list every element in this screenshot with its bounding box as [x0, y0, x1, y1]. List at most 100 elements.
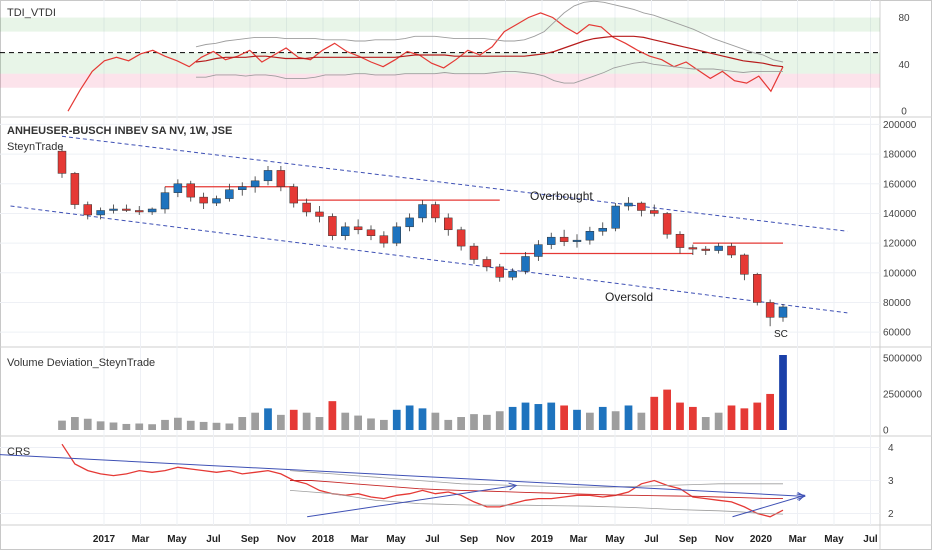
- tdi-ytick-label: 0: [901, 107, 907, 118]
- volume-bar: [405, 405, 414, 430]
- volume-bar: [470, 414, 478, 430]
- volume-bar: [148, 424, 156, 430]
- candle-body: [135, 210, 144, 213]
- volume-bar: [264, 408, 272, 430]
- price-ytick-label: 180000: [883, 150, 917, 161]
- tdi-series-line: [195, 0, 784, 63]
- candle-body: [637, 202, 646, 211]
- candle-body: [444, 217, 453, 231]
- candle-body: [482, 259, 492, 268]
- candle-body: [263, 170, 273, 182]
- tdi-ytick-label: 40: [898, 60, 910, 71]
- candle-body: [379, 235, 389, 244]
- candle-body: [418, 204, 427, 219]
- volume-bar: [753, 402, 762, 430]
- volume-bar: [766, 393, 774, 430]
- volume-bar: [663, 389, 671, 430]
- candle-body: [315, 211, 324, 217]
- tdi-series-line: [67, 12, 784, 112]
- tdi-upper-zone: [0, 17, 880, 32]
- price-panel: 200000 180000 160000 140000 120000 100000 8000…: [0, 120, 917, 339]
- x-axis-label: Sep: [241, 534, 259, 545]
- channel-lower-line: [10, 205, 848, 314]
- volume-bar: [547, 402, 556, 430]
- crs-ytick-label: 4: [888, 443, 894, 454]
- volume-bar: [611, 411, 620, 430]
- tdi-ytick-label: 80: [898, 13, 910, 24]
- volume-bar: [174, 417, 182, 430]
- candle-body: [701, 248, 710, 251]
- candle-body: [328, 216, 337, 236]
- volume-panel-title: Volume Deviation_SteynTrade: [7, 357, 156, 369]
- candle-body: [353, 226, 363, 231]
- volume-bar: [212, 422, 221, 430]
- candle-body: [714, 245, 723, 251]
- candle-body: [341, 226, 350, 236]
- volume-bar: [289, 409, 298, 430]
- volume-bar: [560, 405, 568, 430]
- x-axis-label: Jul: [644, 534, 659, 545]
- tdi-series-line: [195, 35, 784, 68]
- volume-bar: [109, 422, 118, 430]
- price-ytick-label: 200000: [883, 120, 917, 131]
- x-axis-label: Nov: [496, 534, 515, 545]
- candle-body: [534, 244, 543, 257]
- candle-body: [392, 226, 401, 244]
- candle-body: [469, 245, 479, 260]
- volume-bar: [598, 406, 607, 430]
- candle-body: [96, 210, 105, 216]
- crs-panel: 4 3 2: [0, 443, 894, 520]
- tdi-panel: 80 40 0: [0, 0, 910, 118]
- sc-label: SC: [774, 329, 788, 340]
- candle-body: [212, 198, 221, 204]
- price-ytick-label: 80000: [883, 298, 911, 309]
- trendline-arrowhead: [797, 492, 806, 500]
- candle-body: [727, 245, 736, 256]
- volume-bar: [328, 401, 337, 430]
- x-axis-label: 2019: [531, 534, 554, 545]
- volume-bar: [367, 418, 375, 430]
- tdi-lower-zone: [0, 73, 880, 88]
- volume-bar: [714, 412, 723, 430]
- price-ytick-label: 140000: [883, 209, 917, 220]
- volume-bar: [58, 420, 66, 430]
- candle-body: [57, 150, 67, 174]
- candle-body: [611, 205, 620, 229]
- x-axis-label: Jul: [425, 534, 440, 545]
- crs-series-line: [289, 490, 784, 515]
- candle-body: [366, 229, 376, 236]
- volume-bar: [637, 412, 646, 430]
- candle-body: [186, 183, 195, 198]
- volume-bar: [444, 419, 453, 430]
- price-ytick-label: 120000: [883, 239, 917, 250]
- volume-bar: [122, 423, 131, 430]
- volume-bar: [341, 412, 350, 430]
- volume-bar: [354, 415, 362, 430]
- x-axis-label: Mar: [132, 534, 150, 545]
- x-axis-label: Jul: [863, 534, 878, 545]
- overbought-label: Overbought: [530, 189, 593, 203]
- candle-body: [598, 228, 607, 232]
- x-axis-label: Sep: [460, 534, 478, 545]
- volume-bar: [586, 412, 594, 430]
- candle-body: [83, 204, 92, 216]
- x-axis-label: Sep: [679, 534, 697, 545]
- candle-body: [572, 239, 582, 242]
- price-ytick-label: 60000: [883, 328, 911, 339]
- trendline-arrowhead: [796, 493, 806, 502]
- candle-body: [753, 274, 762, 303]
- volume-bar: [315, 417, 324, 430]
- oversold-label: Oversold: [605, 290, 654, 304]
- volume-bar: [534, 404, 543, 430]
- volume-ytick-label: 2500000: [883, 389, 922, 400]
- x-axis-label: 2018: [312, 534, 335, 545]
- volume-bar: [238, 417, 247, 430]
- volume-bar: [624, 405, 633, 430]
- x-axis-label: Nov: [715, 534, 734, 545]
- volume-bar: [676, 402, 684, 430]
- volume-ytick-label: 0: [883, 426, 889, 437]
- crs-ytick-label: 3: [888, 476, 894, 487]
- x-axis-label: 2017: [93, 534, 116, 545]
- candle-body: [302, 202, 311, 213]
